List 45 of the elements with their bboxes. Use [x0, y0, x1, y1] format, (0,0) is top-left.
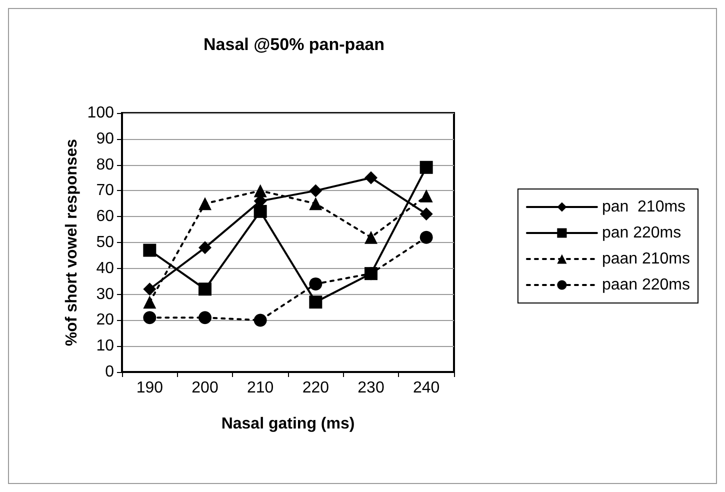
point — [254, 204, 267, 218]
point — [364, 230, 378, 244]
point — [309, 197, 322, 210]
point — [143, 282, 156, 296]
x-tick-label: 220 — [302, 380, 330, 396]
x-axis-title: Nasal gating (ms) — [221, 416, 355, 432]
legend-label: paan 210ms — [602, 250, 690, 268]
y-tick-label: 90 — [96, 130, 114, 148]
point — [420, 230, 433, 244]
x-tick-label: 200 — [192, 380, 218, 396]
point — [198, 311, 212, 324]
point — [309, 277, 322, 290]
point — [420, 160, 433, 174]
chart-title: Nasal @50% pan-paan — [204, 35, 384, 54]
y-axis-title: %of short vowel responses — [64, 138, 80, 346]
point — [364, 171, 378, 184]
y-tick-label: 70 — [96, 182, 114, 200]
legend-label: pan 210ms — [602, 198, 686, 216]
point — [198, 282, 212, 296]
point — [420, 208, 433, 221]
legend-label: paan 220ms — [602, 276, 690, 294]
y-tick-label: 20 — [96, 312, 114, 329]
y-tick-label: 100 — [87, 104, 114, 122]
x-tick-label: 230 — [358, 380, 384, 396]
y-tick-label: 30 — [96, 286, 114, 303]
point — [254, 314, 267, 327]
point — [143, 311, 156, 324]
y-tick-label: 10 — [96, 338, 114, 355]
point — [364, 267, 378, 280]
point — [309, 296, 322, 309]
legend-label: pan 220ms — [602, 224, 682, 242]
x-tick-label: 210 — [246, 380, 274, 396]
point — [143, 244, 156, 257]
point — [309, 184, 322, 198]
y-tick-label: 60 — [96, 208, 114, 226]
y-tick-label: 40 — [96, 260, 114, 277]
y-tick-label: 50 — [96, 234, 114, 251]
y-tick-label: 80 — [96, 156, 114, 174]
point — [420, 189, 433, 202]
x-tick-label: 240 — [412, 380, 440, 396]
y-tick-label: 0 — [105, 364, 114, 380]
x-tick-label: 190 — [136, 380, 164, 396]
point — [143, 296, 156, 309]
point — [198, 241, 212, 254]
point — [198, 197, 212, 210]
